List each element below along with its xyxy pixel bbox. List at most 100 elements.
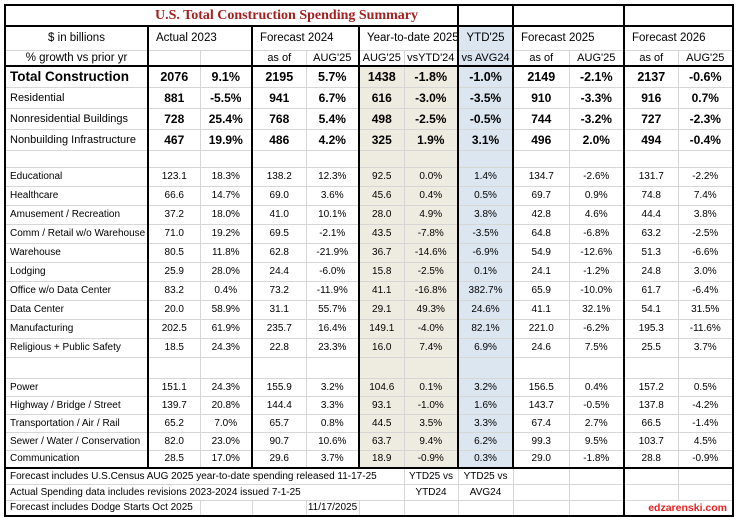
value-cell: -16.8% <box>404 281 460 301</box>
value-cell: 93.1 <box>359 396 405 415</box>
value-cell: 3.8% <box>678 205 734 225</box>
value-cell: 139.7 <box>148 396 201 415</box>
value-cell: 157.2 <box>624 378 679 397</box>
row-label: Highway / Bridge / Street <box>5 396 149 415</box>
value-cell: 65.9 <box>513 281 570 301</box>
value-cell: 2.7% <box>569 414 626 433</box>
value-cell: 67.4 <box>513 414 570 433</box>
header-group-forecast-2026: Forecast 2026 <box>624 26 734 51</box>
value-cell: -1.4% <box>678 414 734 433</box>
value-cell: 143.7 <box>513 396 570 415</box>
header-group-forecast-2025: Forecast 2025 <box>513 26 626 51</box>
value-cell: 0.5% <box>678 378 734 397</box>
value-cell: 36.7 <box>359 243 405 263</box>
value-cell: 941 <box>252 87 307 109</box>
subheader-actual-1 <box>148 50 201 67</box>
value-cell: 29.6 <box>252 450 307 469</box>
value-cell: 55.7% <box>306 300 360 320</box>
value-cell: 71.0 <box>148 224 201 244</box>
value-cell: -1.0% <box>404 396 460 415</box>
value-cell: 73.2 <box>252 281 307 301</box>
empty-cell <box>513 5 626 27</box>
value-cell: 467 <box>148 129 201 151</box>
row-label: Nonbuilding Infrastructure <box>5 129 149 151</box>
empty-cell <box>513 500 570 517</box>
value-cell: 7.4% <box>404 338 460 358</box>
value-cell: 0.8% <box>306 414 360 433</box>
value-cell: -2.5% <box>678 224 734 244</box>
value-cell: 61.7 <box>624 281 679 301</box>
empty-cell <box>5 357 149 379</box>
empty-cell <box>678 467 734 485</box>
footer-ytd-label-1: YTD25 vs <box>404 467 459 485</box>
row-label: Office w/o Data Center <box>5 281 149 301</box>
value-cell: 82.0 <box>148 432 201 451</box>
value-cell: -2.2% <box>678 167 734 187</box>
value-cell: 18.9 <box>359 450 405 469</box>
value-cell: 0.1% <box>458 262 515 282</box>
empty-cell <box>569 150 626 168</box>
value-cell: 496 <box>513 129 570 151</box>
footnote-dodge: Forecast includes Dodge Starts Oct 2025 <box>5 500 201 517</box>
value-cell: 54.9 <box>513 243 570 263</box>
value-cell: 325 <box>359 129 405 151</box>
value-cell: 494 <box>624 129 679 151</box>
value-cell: -1.8% <box>569 450 626 469</box>
value-cell: -6.6% <box>678 243 734 263</box>
row-label: Total Construction <box>5 66 149 88</box>
empty-cell <box>458 357 515 379</box>
empty-cell <box>200 150 253 168</box>
empty-cell <box>513 467 570 485</box>
table-row: Nonresidential Buildings 728 25.4% 768 5.4% 4… <box>5 108 734 130</box>
value-cell: 2076 <box>148 66 201 88</box>
value-cell: 744 <box>513 108 570 130</box>
value-cell: 23.3% <box>306 338 360 358</box>
empty-cell <box>458 150 515 168</box>
value-cell: 9.1% <box>200 66 253 88</box>
value-cell: 28.5 <box>148 450 201 469</box>
value-cell: -10.0% <box>569 281 626 301</box>
value-cell: 41.1 <box>513 300 570 320</box>
empty-cell <box>569 484 626 501</box>
value-cell: 24.3% <box>200 378 253 397</box>
value-cell: 3.2% <box>458 378 515 397</box>
empty-cell <box>148 150 201 168</box>
value-cell: -6.2% <box>569 319 626 339</box>
table-row: Data Center 20.0 58.9% 31.1 55.7% 29.1 49.3% 24… <box>5 300 734 320</box>
value-cell: 24.1 <box>513 262 570 282</box>
table-row: Warehouse 80.5 11.8% 62.8 -21.9% 36.7 -14.6% -6… <box>5 243 734 263</box>
empty-cell <box>359 500 405 517</box>
row-label: Data Center <box>5 300 149 320</box>
value-cell: 616 <box>359 87 405 109</box>
value-cell: -3.0% <box>404 87 460 109</box>
value-cell: 104.6 <box>359 378 405 397</box>
value-cell: 28.0 <box>359 205 405 225</box>
row-label: Communication <box>5 450 149 469</box>
value-cell: -6.0% <box>306 262 360 282</box>
units-label-billions: $ in billions <box>5 26 149 51</box>
value-cell: -0.6% <box>678 66 734 88</box>
table-row: Power 151.1 24.3% 155.9 3.2% 104.6 0.1% 3.2% 156… <box>5 378 734 397</box>
value-cell: -0.5% <box>569 396 626 415</box>
subheader-f2025-asof: as of <box>513 50 570 67</box>
value-cell: 20.0 <box>148 300 201 320</box>
empty-cell <box>5 150 149 168</box>
value-cell: 123.1 <box>148 167 201 187</box>
value-cell: 29.0 <box>513 450 570 469</box>
value-cell: 44.4 <box>624 205 679 225</box>
value-cell: -3.3% <box>569 87 626 109</box>
value-cell: 24.4 <box>252 262 307 282</box>
value-cell: 58.9% <box>200 300 253 320</box>
value-cell: -0.9% <box>678 450 734 469</box>
value-cell: 0.7% <box>678 87 734 109</box>
value-cell: 910 <box>513 87 570 109</box>
empty-cell <box>624 357 679 379</box>
value-cell: 80.5 <box>148 243 201 263</box>
value-cell: 92.5 <box>359 167 405 187</box>
value-cell: -2.1% <box>306 224 360 244</box>
value-cell: 37.2 <box>148 205 201 225</box>
value-cell: 19.2% <box>200 224 253 244</box>
value-cell: 99.3 <box>513 432 570 451</box>
value-cell: 0.4% <box>404 186 460 206</box>
empty-cell <box>359 357 405 379</box>
